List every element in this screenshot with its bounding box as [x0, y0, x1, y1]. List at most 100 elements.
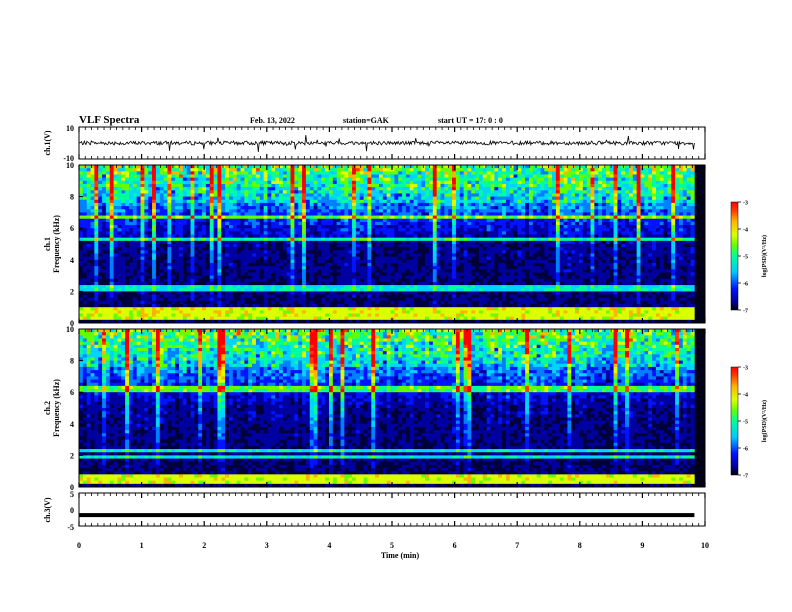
spectrogram-cell	[382, 285, 387, 289]
spectrogram-cell	[440, 190, 445, 194]
spectrogram-cell	[436, 231, 441, 235]
spectrogram-cell	[402, 281, 407, 286]
spectrogram-cell	[102, 275, 107, 280]
spectrogram-cell	[171, 300, 176, 305]
spectrogram-cell	[144, 183, 149, 188]
spectrogram-cell	[386, 221, 391, 226]
spectrogram-cell	[121, 228, 126, 232]
spectrogram-cell	[448, 237, 453, 242]
spectrogram-cell	[132, 190, 137, 194]
spectrogram-cell	[248, 231, 253, 235]
spectrogram-cell	[194, 206, 199, 210]
spectrogram-cell	[448, 272, 453, 276]
spectrogram-cell	[355, 278, 361, 283]
spectrogram-cell	[359, 228, 364, 232]
spectrogram-cell	[132, 313, 137, 317]
spectrogram-cell	[328, 193, 334, 197]
spectrogram-cell	[263, 316, 268, 321]
spectrogram-cell	[228, 250, 234, 254]
spectrogram-cell	[390, 291, 395, 295]
spectrogram-cell	[213, 177, 218, 182]
spectrogram-cell	[198, 212, 203, 216]
spectrogram-cell	[228, 275, 234, 280]
spectrogram-cell	[378, 281, 384, 286]
spectrogram-cell	[359, 307, 364, 311]
spectrogram-cell	[459, 247, 464, 251]
spectrogram-cell	[159, 193, 164, 197]
spectrogram-cell	[436, 297, 441, 302]
spectrogram-cell	[348, 237, 353, 242]
spectrogram-cell	[455, 196, 461, 201]
spectrogram-cell	[278, 202, 284, 207]
spectrogram-cell	[182, 259, 187, 264]
spectrogram-cell	[302, 272, 307, 276]
spectrogram-cell	[448, 304, 453, 308]
spectrogram-cell	[113, 304, 118, 308]
spectrogram-cell	[321, 202, 326, 207]
spectrogram-cell	[325, 168, 330, 172]
spectrogram-cell	[94, 316, 99, 321]
spectrogram-cell	[105, 304, 111, 308]
spectrogram-cell	[79, 183, 84, 188]
spectrogram-cell	[290, 221, 295, 226]
spectrogram-cell	[309, 231, 314, 235]
spectrogram-cell	[213, 180, 218, 185]
spectrogram-cell	[275, 253, 280, 257]
spectrogram-cell	[240, 256, 245, 261]
spectrogram-cell	[225, 291, 230, 295]
spectrogram-cell	[309, 165, 314, 169]
spectrogram-cell	[209, 206, 214, 210]
spectrogram-cell	[109, 310, 114, 314]
spectrogram-cell	[290, 183, 295, 188]
spectrogram-cell	[436, 304, 441, 308]
spectrogram-cell	[225, 259, 230, 264]
spectrogram-cell	[267, 240, 272, 245]
spectrogram-cell	[455, 190, 461, 194]
spectrogram-cell	[136, 240, 141, 245]
spectrogram-cell	[190, 202, 195, 207]
spectrogram-cell	[109, 190, 114, 194]
spectrogram-cell	[79, 228, 84, 232]
spectrogram-cell	[405, 272, 411, 276]
spectrogram-cell	[413, 190, 418, 194]
spectrogram-cell	[402, 187, 407, 191]
spectrogram-cell	[98, 196, 103, 201]
spectrogram-cell	[259, 193, 264, 197]
spectrogram-cell	[221, 196, 226, 201]
spectrogram-cell	[440, 250, 445, 254]
spectrogram-cell	[79, 202, 84, 207]
spectrogram-cell	[94, 215, 99, 220]
spectrogram-cell	[113, 278, 118, 283]
spectrogram-cell	[144, 275, 149, 280]
spectrogram-cell	[409, 231, 414, 235]
spectrogram-cell	[121, 202, 126, 207]
spectrogram-cell	[448, 294, 453, 299]
spectrogram-cell	[136, 259, 141, 264]
spectrogram-cell	[355, 313, 361, 317]
spectrogram-cell	[252, 285, 257, 289]
spectrogram-cell	[363, 281, 368, 286]
spectrogram-cell	[421, 269, 426, 273]
spectrogram-cell	[182, 281, 187, 286]
spectrogram-cell	[455, 250, 461, 254]
spectrogram-cell	[348, 180, 353, 185]
spectrogram-cell	[202, 199, 207, 204]
spectrogram-cell	[221, 294, 226, 299]
spectrogram-cell	[109, 240, 114, 245]
spectrogram-cell	[167, 269, 172, 273]
spectrogram-cell	[79, 174, 84, 178]
spectrogram-cell	[309, 174, 314, 178]
spectrogram-cell	[148, 240, 153, 245]
spectrogram-cell	[386, 196, 391, 201]
spectrogram-cell	[167, 253, 172, 257]
spectrogram-cell	[186, 206, 191, 210]
spectrogram-cell	[309, 300, 314, 305]
spectrogram-cell	[278, 294, 284, 299]
spectrogram-cell	[317, 304, 322, 308]
spectrogram-cell	[159, 174, 164, 178]
spectrogram-cell	[332, 262, 337, 267]
spectrogram-cell	[105, 297, 111, 302]
spectrogram-cell	[452, 225, 457, 229]
spectrogram-cell	[332, 225, 337, 229]
spectrogram-cell	[409, 190, 414, 194]
